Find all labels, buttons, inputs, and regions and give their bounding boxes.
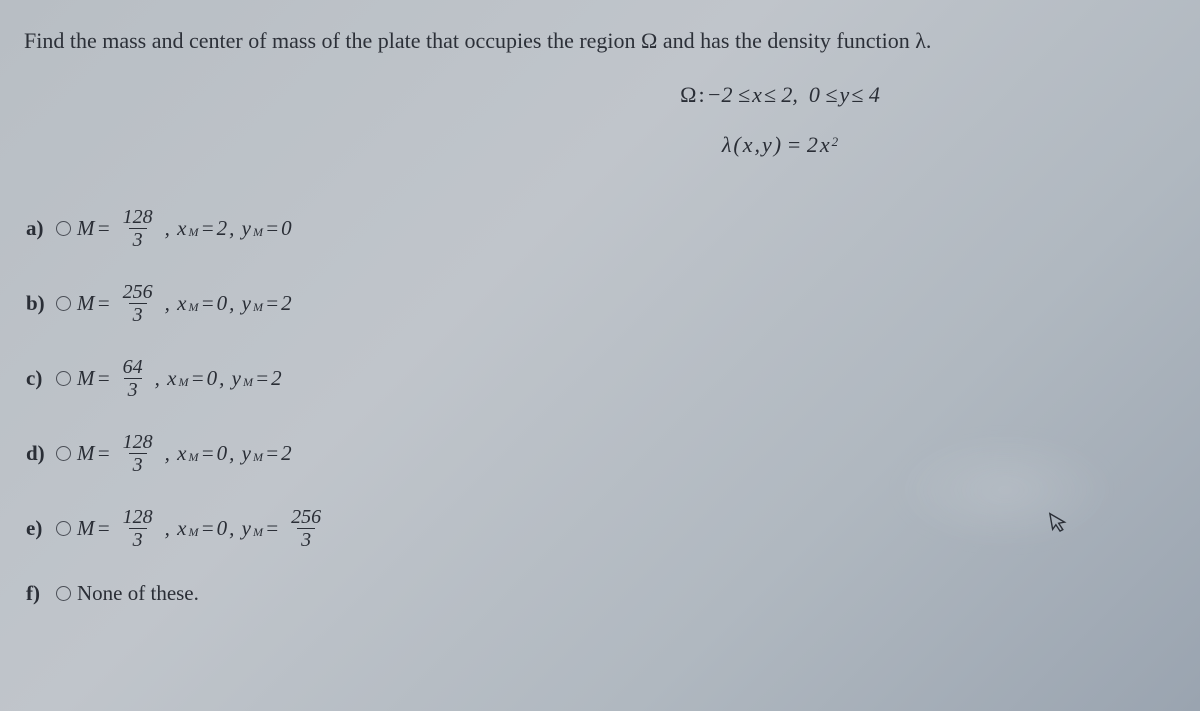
option-a-math: M = 1283 , xM = 2, yM = 0 bbox=[77, 206, 292, 251]
option-d[interactable]: d) M = 1283 , xM = 0, yM = 2 bbox=[26, 431, 1176, 476]
radio-b[interactable] bbox=[56, 296, 71, 311]
option-f-text: None of these. bbox=[77, 581, 199, 606]
option-label: b) bbox=[26, 291, 50, 316]
region-definition: Ω : −2 ≤ x ≤ 2, 0 ≤ y ≤ 4 bbox=[24, 82, 1176, 108]
option-f[interactable]: f) None of these. bbox=[26, 581, 1176, 606]
radio-f[interactable] bbox=[56, 586, 71, 601]
option-label: c) bbox=[26, 366, 50, 391]
density-function: λ (x, y) = 2 x2 bbox=[24, 132, 1176, 158]
answer-options: a) M = 1283 , xM = 2, yM = 0 b) M = 2563… bbox=[26, 206, 1176, 606]
option-label: f) bbox=[26, 581, 50, 606]
radio-a[interactable] bbox=[56, 221, 71, 236]
option-d-math: M = 1283 , xM = 0, yM = 2 bbox=[77, 431, 292, 476]
option-c[interactable]: c) M = 643 , xM = 0, yM = 2 bbox=[26, 356, 1176, 401]
option-b[interactable]: b) M = 2563 , xM = 0, yM = 2 bbox=[26, 281, 1176, 326]
option-label: a) bbox=[26, 216, 50, 241]
option-a[interactable]: a) M = 1283 , xM = 2, yM = 0 bbox=[26, 206, 1176, 251]
radio-c[interactable] bbox=[56, 371, 71, 386]
radio-e[interactable] bbox=[56, 521, 71, 536]
option-e[interactable]: e) M = 1283 , xM = 0, yM = 2563 bbox=[26, 506, 1176, 551]
option-label: d) bbox=[26, 441, 50, 466]
option-c-math: M = 643 , xM = 0, yM = 2 bbox=[77, 356, 282, 401]
option-e-math: M = 1283 , xM = 0, yM = 2563 bbox=[77, 506, 331, 551]
option-label: e) bbox=[26, 516, 50, 541]
option-b-math: M = 2563 , xM = 0, yM = 2 bbox=[77, 281, 292, 326]
question-prompt: Find the mass and center of mass of the … bbox=[24, 28, 1176, 54]
radio-d[interactable] bbox=[56, 446, 71, 461]
